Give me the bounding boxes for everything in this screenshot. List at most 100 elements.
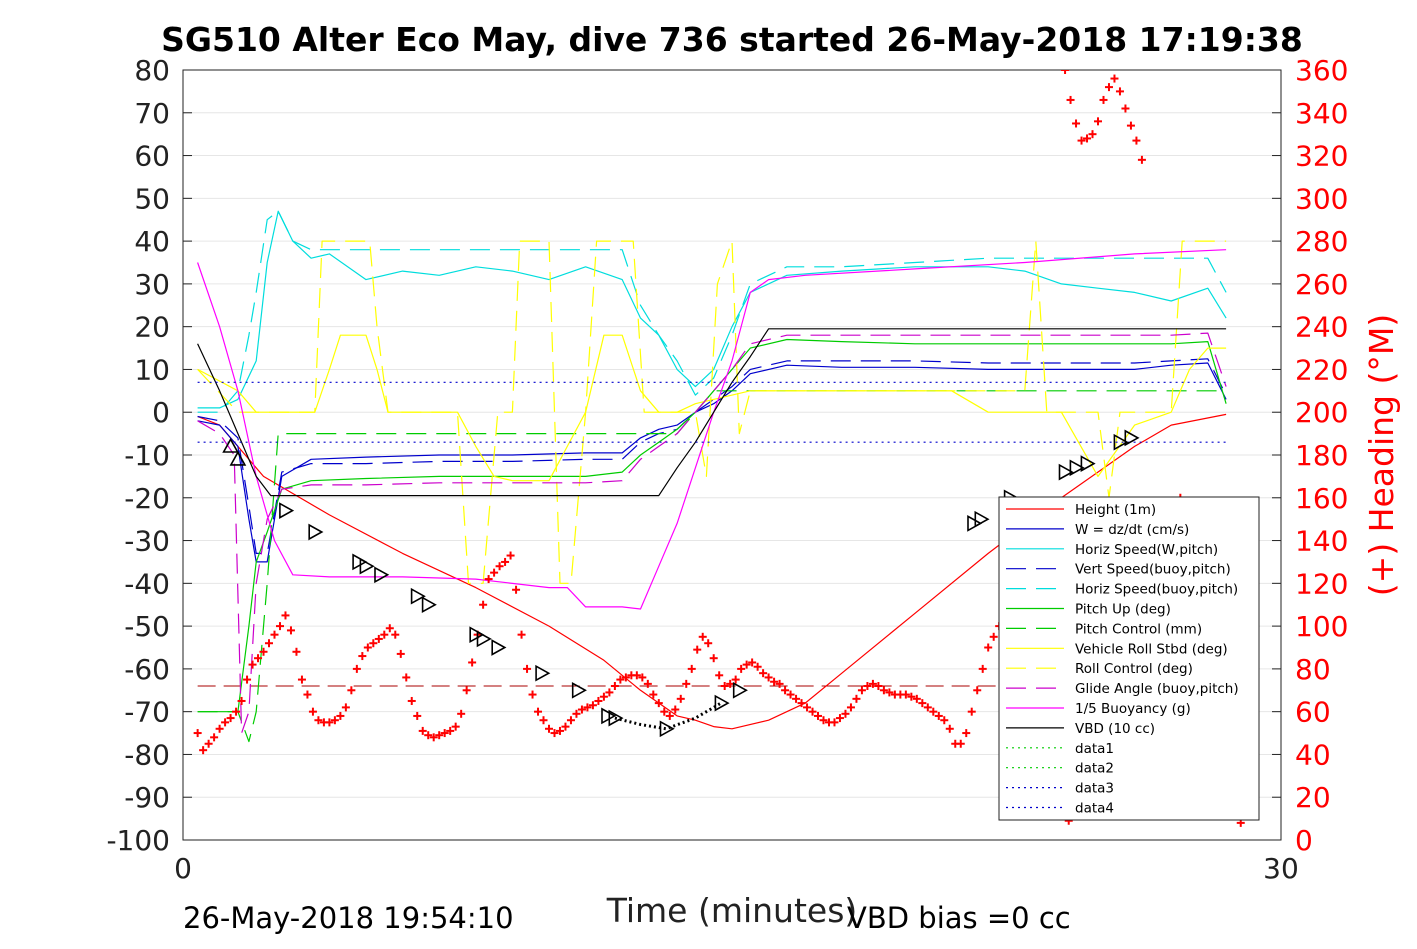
heading-marker — [462, 686, 471, 695]
y-tick-label: -40 — [124, 567, 170, 600]
heading-marker — [610, 682, 619, 690]
heading-marker — [583, 703, 592, 712]
heading-marker — [929, 707, 938, 716]
series-vbd-10-cc — [197, 328, 1227, 497]
series-layer — [197, 210, 1227, 743]
heading-marker — [292, 647, 301, 656]
heading-marker — [901, 690, 910, 699]
heading-marker — [945, 724, 954, 733]
heading-marker — [517, 630, 526, 639]
triangle-marker — [229, 450, 247, 466]
series-glide-angle-buoy-pitch — [197, 332, 1227, 734]
heading-marker — [792, 694, 801, 703]
y2-tick-label: 240 — [1295, 311, 1348, 344]
legend-entry-vbd-10-cc: VBD (10 cc) — [1006, 721, 1155, 737]
legend-entry-data3: data3 — [1006, 781, 1114, 797]
triangle-marker — [421, 596, 437, 614]
heading-marker — [934, 711, 943, 720]
heading-marker — [528, 690, 537, 699]
triangle-marker — [279, 502, 295, 519]
series-w-dz-dt-cm-s — [197, 362, 1227, 563]
heading-marker — [803, 703, 812, 712]
heading-marker — [534, 707, 543, 716]
heading-marker — [874, 682, 883, 690]
heading-marker — [561, 722, 570, 731]
chart-title: SG510 Alter Eco May, dive 736 started 26… — [161, 20, 1303, 59]
legend-box — [998, 496, 1260, 821]
triangle-marker — [535, 664, 551, 682]
heading-marker — [281, 611, 290, 620]
heading-marker — [715, 671, 724, 680]
heading-marker — [254, 654, 263, 663]
heading-marker — [286, 626, 295, 635]
heading-marker — [973, 686, 982, 695]
heading-marker — [726, 679, 735, 688]
heading-marker — [243, 675, 252, 684]
heading-marker — [413, 711, 422, 720]
heading-marker — [682, 679, 691, 688]
y-tick-label: -30 — [124, 525, 170, 558]
legend-label: data1 — [1075, 741, 1114, 757]
marker-layer — [193, 70, 1245, 827]
heading-marker — [649, 690, 658, 699]
legend-entry-data2: data2 — [1006, 761, 1114, 777]
heading-marker — [654, 699, 663, 708]
heading-marker — [676, 694, 685, 703]
heading-marker — [1110, 74, 1119, 83]
heading-marker — [512, 585, 521, 594]
heading-marker — [1072, 119, 1081, 128]
y-tick-label: 10 — [134, 353, 170, 386]
heading-marker — [193, 729, 202, 738]
heading-marker — [1132, 136, 1141, 145]
heading-marker — [237, 696, 246, 705]
triangle-marker — [1124, 429, 1140, 447]
heading-marker — [490, 568, 499, 577]
y-tick-label: -90 — [124, 781, 170, 814]
heading-marker — [402, 673, 411, 682]
y2-tick-label: 140 — [1295, 525, 1348, 558]
heading-marker — [940, 716, 949, 725]
heading-marker — [330, 716, 339, 725]
triangle-marker — [1069, 459, 1085, 477]
heading-marker — [418, 726, 427, 735]
y2-tick-label: 220 — [1295, 353, 1348, 386]
heading-marker — [550, 729, 559, 738]
heading-marker — [259, 647, 268, 656]
heading-marker — [484, 575, 493, 584]
heading-marker — [341, 703, 350, 712]
heading-marker — [1088, 130, 1097, 139]
x-tick-label: 30 — [1263, 852, 1299, 885]
heading-marker — [577, 705, 586, 714]
triangle-marker — [352, 553, 368, 571]
legend-label: Glide Angle (buoy,pitch) — [1075, 681, 1239, 697]
series-pitch-control-mm — [197, 390, 1227, 743]
triangle-marker — [1058, 463, 1074, 481]
heading-marker — [797, 699, 806, 708]
triangle-marker — [967, 515, 983, 532]
heading-marker — [1061, 70, 1070, 74]
legend-label: data4 — [1075, 801, 1114, 817]
heading-marker — [846, 703, 855, 712]
heading-marker — [660, 707, 669, 716]
heading-marker — [297, 675, 306, 684]
heading-marker — [555, 726, 564, 735]
legend-entry-1-5-buoyancy-g: 1/5 Buoyancy (g) — [1006, 701, 1191, 717]
legend-label: 1/5 Buoyancy (g) — [1075, 701, 1191, 717]
triangle-marker — [571, 681, 587, 699]
triangle-marker — [714, 694, 730, 712]
heading-marker — [457, 709, 466, 718]
y-tick-label: -70 — [124, 696, 170, 729]
heading-marker — [687, 664, 696, 673]
heading-marker — [380, 630, 389, 639]
heading-marker — [599, 692, 608, 701]
heading-marker — [435, 731, 444, 740]
heading-marker — [308, 707, 317, 716]
triangle-marker — [476, 630, 492, 648]
legend-entry-horiz-speed-buoy-pitch: Horiz Speed(buoy,pitch) — [1006, 582, 1238, 598]
heading-marker — [1115, 87, 1124, 96]
y-tick-label: 70 — [134, 97, 170, 130]
heading-marker — [737, 664, 746, 673]
heading-marker — [720, 682, 729, 690]
y2-tick-label: 80 — [1295, 653, 1331, 686]
